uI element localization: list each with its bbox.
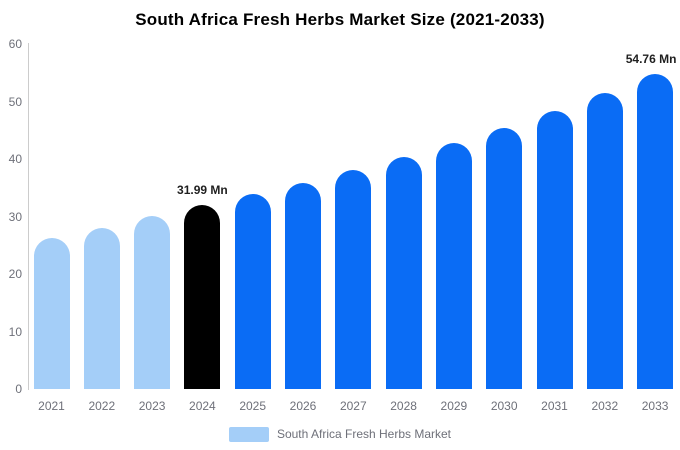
x-axis-tick-label: 2026 [289, 399, 317, 413]
y-axis-tick-label: 0 [15, 382, 22, 396]
x-axis-tick-label: 2024 [189, 399, 216, 413]
x-axis-tick-label: 2021 [38, 399, 65, 413]
y-axis-tick-label: 30 [8, 209, 22, 224]
chart-title: South Africa Fresh Herbs Market Size (20… [135, 10, 545, 29]
x-axis-tick-label: 2030 [490, 399, 518, 413]
bar-2025 [234, 194, 271, 389]
y-axis-tick-label: 20 [8, 267, 22, 281]
x-axis-tick-label: 2029 [440, 399, 468, 413]
y-axis-line [28, 43, 29, 390]
bar-2028 [385, 156, 422, 389]
x-axis-tick-label: 2025 [239, 399, 267, 413]
x-axis-tick-label: 2033 [641, 399, 669, 413]
bar-value-label-2033: 54.76 Mn [625, 52, 677, 67]
y-axis-tick-label: 40 [8, 152, 22, 166]
x-axis-tick-label: 2032 [591, 399, 619, 413]
x-axis-tick-label: 2028 [390, 399, 417, 413]
bar-2030 [486, 127, 523, 389]
x-axis-tick-label: 2022 [88, 399, 116, 413]
bar-2032 [586, 93, 623, 389]
y-axis-tick-label: 50 [8, 94, 22, 109]
bar-2022 [83, 228, 120, 389]
bar-2021 [33, 237, 70, 389]
bar-2029 [435, 142, 472, 389]
legend-swatch [228, 426, 269, 442]
bar-value-label-2024: 31.99 Mn [177, 183, 228, 198]
x-axis-tick-label: 2031 [541, 399, 568, 413]
bar-2023 [134, 215, 171, 389]
bar-2027 [335, 169, 372, 389]
bar-2024 [184, 205, 221, 389]
x-axis-tick-label: 2023 [138, 399, 166, 413]
bar-2026 [285, 182, 321, 389]
bar-2033 [637, 74, 674, 389]
bar-2031 [536, 111, 573, 389]
x-axis-tick-label: 2027 [339, 399, 367, 413]
y-axis-tick-label: 10 [8, 324, 22, 339]
y-axis-tick-label: 60 [8, 37, 22, 51]
legend-item[interactable]: South Africa Fresh Herbs Market [0, 425, 680, 443]
legend-label: South Africa Fresh Herbs Market [276, 427, 452, 441]
